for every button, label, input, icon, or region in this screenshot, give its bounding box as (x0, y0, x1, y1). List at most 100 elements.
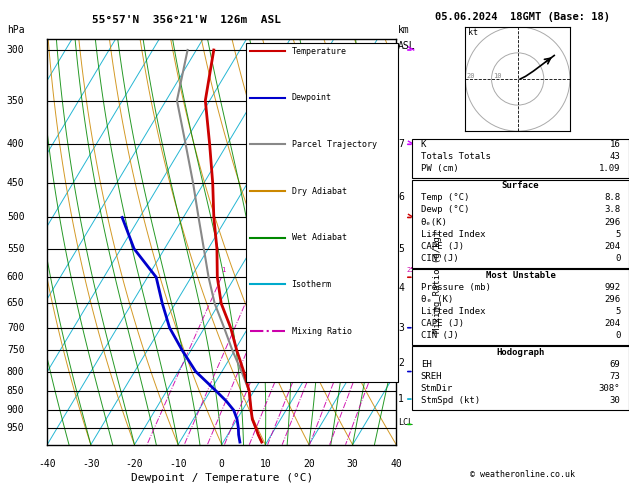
Text: 0: 0 (615, 331, 620, 340)
Text: 40: 40 (391, 459, 402, 469)
Text: kt: kt (468, 28, 478, 36)
Bar (412, 179, 629, 268)
Text: 20: 20 (303, 459, 315, 469)
Text: 1.09: 1.09 (599, 164, 620, 174)
Text: 900: 900 (7, 405, 25, 415)
Text: StmDir: StmDir (421, 384, 453, 393)
Text: Temp (°C): Temp (°C) (421, 193, 469, 202)
Text: ASL: ASL (398, 41, 416, 51)
Text: 3: 3 (279, 267, 282, 273)
Text: Totals Totals: Totals Totals (421, 153, 491, 161)
Bar (246, 43, 398, 382)
Text: 400: 400 (7, 139, 25, 149)
Text: Lifted Index: Lifted Index (421, 307, 485, 316)
Text: 05.06.2024  18GMT (Base: 18): 05.06.2024 18GMT (Base: 18) (435, 12, 610, 22)
Text: 992: 992 (604, 283, 620, 292)
Text: 2: 2 (398, 358, 404, 368)
Text: 7: 7 (398, 139, 404, 149)
Text: 10: 10 (493, 73, 501, 79)
Text: 20: 20 (467, 73, 476, 79)
Text: 6: 6 (398, 192, 404, 202)
Text: 8: 8 (335, 267, 340, 273)
Text: 8.8: 8.8 (604, 193, 620, 202)
Text: EH: EH (421, 360, 431, 369)
Text: © weatheronline.co.uk: © weatheronline.co.uk (470, 469, 574, 479)
Text: SREH: SREH (421, 372, 442, 381)
Text: 15: 15 (372, 267, 381, 273)
Text: 550: 550 (7, 243, 25, 254)
Text: 10: 10 (260, 459, 271, 469)
Text: Dewpoint / Temperature (°C): Dewpoint / Temperature (°C) (131, 473, 313, 483)
Text: Lifted Index: Lifted Index (421, 229, 485, 239)
Text: 800: 800 (7, 366, 25, 377)
Text: θₑ (K): θₑ (K) (421, 295, 453, 304)
Text: 950: 950 (7, 423, 25, 433)
Text: 30: 30 (347, 459, 359, 469)
Text: 296: 296 (604, 218, 620, 226)
Text: Dewp (°C): Dewp (°C) (421, 206, 469, 214)
Text: 308°: 308° (599, 384, 620, 393)
Text: CAPE (J): CAPE (J) (421, 319, 464, 328)
Text: 204: 204 (604, 319, 620, 328)
Text: 450: 450 (7, 178, 25, 188)
Text: StmSpd (kt): StmSpd (kt) (421, 396, 480, 405)
Text: 204: 204 (604, 242, 620, 251)
Text: 300: 300 (7, 45, 25, 55)
Text: -30: -30 (82, 459, 99, 469)
Text: Most Unstable: Most Unstable (486, 271, 555, 279)
Text: Dewpoint: Dewpoint (292, 93, 331, 102)
Text: Isotherm: Isotherm (292, 280, 331, 289)
Text: 850: 850 (7, 386, 25, 397)
Text: 1: 1 (398, 394, 404, 404)
Text: LCL: LCL (398, 418, 413, 427)
Text: Mixing Ratio (g/kg): Mixing Ratio (g/kg) (433, 231, 442, 333)
Text: 6: 6 (318, 267, 322, 273)
Text: 0: 0 (615, 254, 620, 263)
Text: km: km (398, 25, 409, 35)
Text: 30: 30 (610, 396, 620, 405)
Bar (412, 269, 629, 345)
Text: Parcel Trajectory: Parcel Trajectory (292, 140, 377, 149)
Text: 73: 73 (610, 372, 620, 381)
Text: CIN (J): CIN (J) (421, 331, 459, 340)
Text: 3.8: 3.8 (604, 206, 620, 214)
Text: Temperature: Temperature (292, 47, 347, 55)
Bar (412, 346, 629, 410)
Text: 43: 43 (610, 153, 620, 161)
Text: 500: 500 (7, 212, 25, 223)
Text: 650: 650 (7, 298, 25, 309)
Text: θₑ(K): θₑ(K) (421, 218, 448, 226)
Text: 0: 0 (219, 459, 225, 469)
Text: 55°57'N  356°21'W  126m  ASL: 55°57'N 356°21'W 126m ASL (92, 15, 281, 25)
Text: PW (cm): PW (cm) (421, 164, 459, 174)
Text: K: K (421, 140, 426, 149)
Text: -40: -40 (38, 459, 56, 469)
Text: 2: 2 (257, 267, 261, 273)
Text: Surface: Surface (502, 181, 539, 191)
Text: 4: 4 (294, 267, 299, 273)
Text: 25: 25 (406, 267, 415, 273)
Bar (412, 139, 629, 178)
Text: 5: 5 (398, 243, 404, 254)
Text: Mixing Ratio: Mixing Ratio (292, 327, 352, 335)
Text: 69: 69 (610, 360, 620, 369)
Text: 700: 700 (7, 323, 25, 333)
Text: CIN (J): CIN (J) (421, 254, 459, 263)
Text: 600: 600 (7, 272, 25, 282)
Text: Hodograph: Hodograph (496, 348, 545, 357)
Text: -20: -20 (126, 459, 143, 469)
Text: 296: 296 (604, 295, 620, 304)
Text: 750: 750 (7, 346, 25, 355)
Text: Pressure (mb): Pressure (mb) (421, 283, 491, 292)
Text: 350: 350 (7, 96, 25, 105)
Text: Wet Adiabat: Wet Adiabat (292, 233, 347, 242)
Text: 20: 20 (391, 267, 400, 273)
Text: hPa: hPa (7, 25, 25, 35)
Text: 10: 10 (347, 267, 355, 273)
Text: 4: 4 (398, 283, 404, 293)
Text: 5: 5 (615, 229, 620, 239)
Text: 16: 16 (610, 140, 620, 149)
Text: 1: 1 (221, 267, 226, 273)
Text: Dry Adiabat: Dry Adiabat (292, 187, 347, 195)
Text: 5: 5 (615, 307, 620, 316)
